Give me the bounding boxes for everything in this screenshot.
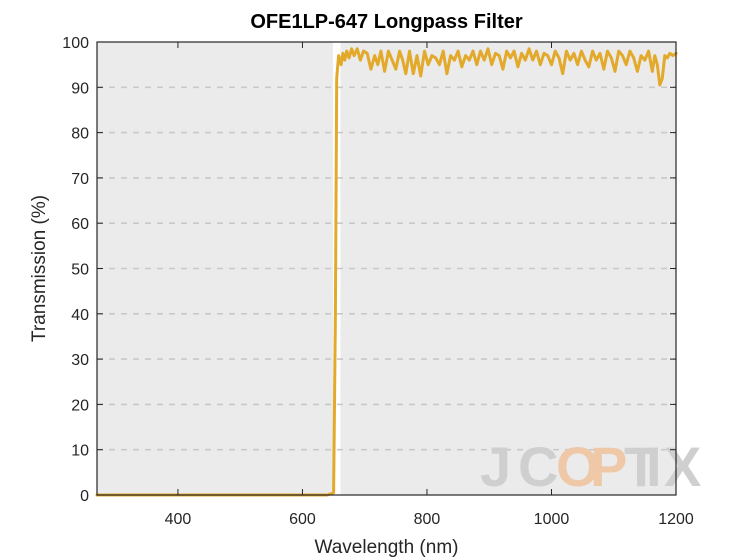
x-axis-ticks: 400 600 800 1000 1200 [165, 42, 694, 528]
y-axis-label: Transmission (%) [29, 195, 50, 342]
x-tick-label: 800 [414, 511, 441, 528]
x-tick-label: 1200 [658, 511, 694, 528]
y-tick-label: 20 [71, 397, 89, 414]
x-axis-label: Wavelength (nm) [315, 537, 459, 558]
y-tick-label: 90 [71, 80, 89, 97]
y-tick-label: 40 [71, 307, 89, 324]
y-tick-label: 60 [71, 216, 89, 233]
x-tick-label: 600 [289, 511, 316, 528]
y-tick-label: 80 [71, 126, 89, 143]
watermark-letter: J [480, 435, 514, 498]
series-layer [95, 47, 678, 497]
y-tick-label: 70 [71, 171, 89, 188]
x-tick-label: 400 [165, 511, 192, 528]
y-tick-label: 10 [71, 443, 89, 460]
y-axis-ticks: 0 10 20 30 40 50 60 70 80 90 100 [62, 35, 676, 505]
watermark-letter: C [518, 435, 561, 498]
watermark-letter: O [556, 435, 603, 498]
y-tick-label: 30 [71, 352, 89, 369]
x-tick-label: 1000 [534, 511, 570, 528]
watermark-letter: T [624, 435, 661, 498]
y-tick-label: 100 [62, 35, 89, 52]
series-line [95, 47, 678, 497]
watermark-letter: I [646, 435, 665, 498]
y-tick-label: 50 [71, 262, 89, 279]
shaded-region [97, 42, 333, 495]
watermark-letter: X [664, 435, 704, 498]
chart-title: OFE1LP-647 Longpass Filter [250, 11, 523, 33]
y-tick-label: 0 [80, 488, 89, 505]
watermark-letter: P [590, 435, 630, 498]
y-gridlines [97, 86, 676, 451]
